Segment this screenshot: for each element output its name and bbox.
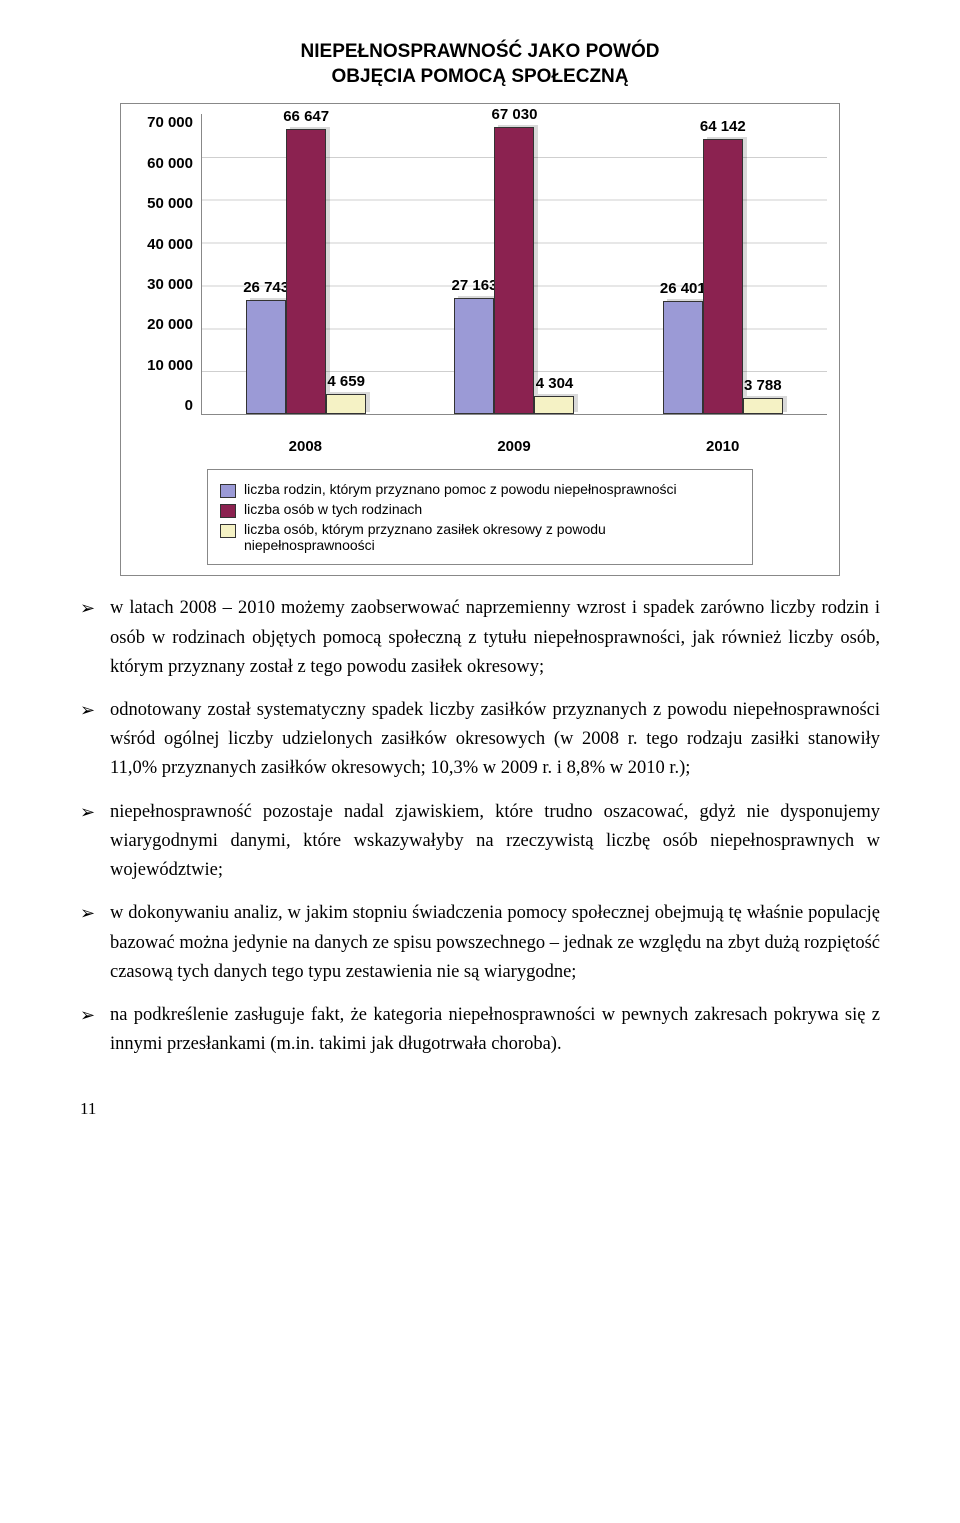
bullet-icon: ➢ <box>80 696 110 784</box>
bullet-icon: ➢ <box>80 798 110 886</box>
y-axis: 70 000 60 000 50 000 40 000 30 000 20 000 10 0… <box>133 114 201 434</box>
bullet-item: ➢w dokonywaniu analiz, w jakim stopniu ś… <box>80 899 880 987</box>
bar-value-label: 4 304 <box>536 375 574 392</box>
bar-wrap: 4 659 <box>326 394 366 414</box>
bar-group: 27 16367 0304 304 <box>410 127 618 414</box>
bar <box>743 398 783 414</box>
legend-item: liczba osób, którym przyznano zasiłek ok… <box>220 521 740 553</box>
x-tick: 2008 <box>201 438 410 455</box>
bar-value-label: 26 743 <box>243 279 289 296</box>
x-tick: 2010 <box>618 438 827 455</box>
legend: liczba rodzin, którym przyznano pomoc z … <box>207 469 753 565</box>
y-tick: 50 000 <box>147 195 193 212</box>
bar-wrap: 26 743 <box>246 300 286 415</box>
bar <box>534 396 574 414</box>
bar-value-label: 27 163 <box>452 277 498 294</box>
bullet-icon: ➢ <box>80 594 110 682</box>
bar-group: 26 40164 1423 788 <box>619 139 827 414</box>
legend-label: liczba osób, którym przyznano zasiłek ok… <box>244 521 740 553</box>
bar-wrap: 67 030 <box>494 127 534 414</box>
bullet-icon: ➢ <box>80 1001 110 1059</box>
bullet-text: odnotowany został systematyczny spadek l… <box>110 696 880 784</box>
bullet-item: ➢w latach 2008 – 2010 możemy zaobserwowa… <box>80 594 880 682</box>
y-tick: 20 000 <box>147 316 193 333</box>
y-tick: 70 000 <box>147 114 193 131</box>
bullet-text: niepełnosprawność pozostaje nadal zjawis… <box>110 798 880 886</box>
bar-group: 26 74366 6474 659 <box>202 129 410 415</box>
chart-container: 70 000 60 000 50 000 40 000 30 000 20 000 10 0… <box>120 103 840 576</box>
bar <box>246 300 286 415</box>
bar-value-label: 66 647 <box>283 108 329 125</box>
chart-title: NIEPEŁNOSPRAWNOŚĆ JAKO POWÓD OBJĘCIA POM… <box>80 40 880 89</box>
bar-value-label: 26 401 <box>660 280 706 297</box>
bar <box>326 394 366 414</box>
bar-value-label: 4 659 <box>327 373 365 390</box>
bar-value-label: 3 788 <box>744 377 782 394</box>
y-tick: 60 000 <box>147 155 193 172</box>
bar-wrap: 64 142 <box>703 139 743 414</box>
plot-area: 26 74366 6474 65927 16367 0304 30426 401… <box>201 114 827 415</box>
legend-item: liczba osób w tych rodzinach <box>220 501 740 518</box>
x-axis: 200820092010 <box>201 434 827 455</box>
bullet-item: ➢odnotowany został systematyczny spadek … <box>80 696 880 784</box>
bar <box>703 139 743 414</box>
bar-wrap: 26 401 <box>663 301 703 414</box>
legend-label: liczba osób w tych rodzinach <box>244 501 422 517</box>
y-tick: 30 000 <box>147 276 193 293</box>
y-tick: 40 000 <box>147 236 193 253</box>
y-tick: 0 <box>185 397 193 414</box>
bullet-text: na podkreślenie zasługuje fakt, że kateg… <box>110 1001 880 1059</box>
legend-item: liczba rodzin, którym przyznano pomoc z … <box>220 481 740 498</box>
legend-swatch <box>220 524 236 538</box>
bullet-icon: ➢ <box>80 899 110 987</box>
legend-label: liczba rodzin, którym przyznano pomoc z … <box>244 481 677 497</box>
bar-wrap: 66 647 <box>286 129 326 415</box>
bar-value-label: 67 030 <box>492 106 538 123</box>
body-text: ➢w latach 2008 – 2010 możemy zaobserwowa… <box>80 594 880 1059</box>
bar-wrap: 3 788 <box>743 398 783 414</box>
chart-title-line1: NIEPEŁNOSPRAWNOŚĆ JAKO POWÓD <box>301 41 660 62</box>
x-tick: 2009 <box>410 438 619 455</box>
page-number: 11 <box>80 1099 880 1119</box>
bar-value-label: 64 142 <box>700 118 746 135</box>
bar <box>663 301 703 414</box>
bullet-text: w latach 2008 – 2010 możemy zaobserwować… <box>110 594 880 682</box>
y-tick: 10 000 <box>147 357 193 374</box>
bullet-item: ➢na podkreślenie zasługuje fakt, że kate… <box>80 1001 880 1059</box>
bullet-item: ➢niepełnosprawność pozostaje nadal zjawi… <box>80 798 880 886</box>
bar <box>454 298 494 414</box>
bar <box>286 129 326 415</box>
legend-swatch <box>220 504 236 518</box>
chart-title-line2: OBJĘCIA POMOCĄ SPOŁECZNĄ <box>332 66 629 87</box>
bar <box>494 127 534 414</box>
bar-wrap: 4 304 <box>534 396 574 414</box>
legend-swatch <box>220 484 236 498</box>
bar-wrap: 27 163 <box>454 298 494 414</box>
bullet-text: w dokonywaniu analiz, w jakim stopniu św… <box>110 899 880 987</box>
